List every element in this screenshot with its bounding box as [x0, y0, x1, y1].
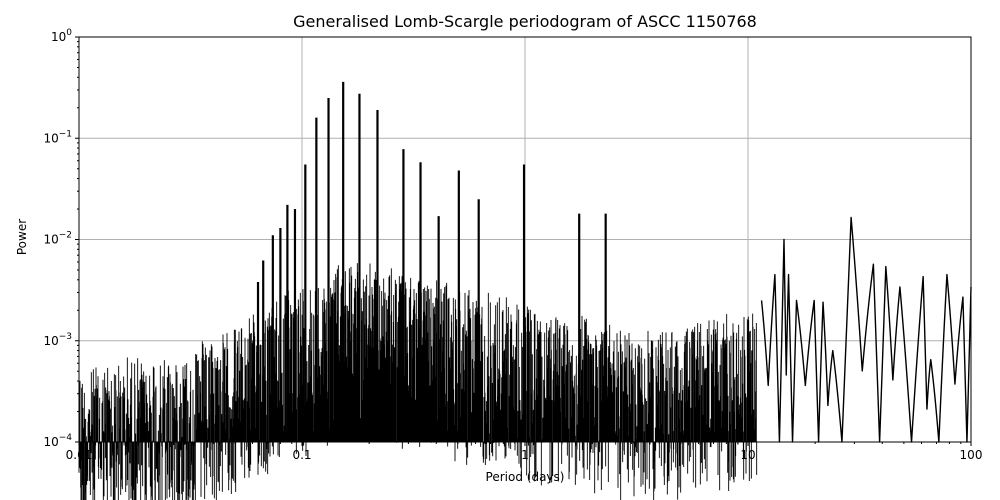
y-tick-label: 10−4 — [43, 433, 72, 449]
y-tick-label: 10−1 — [43, 129, 72, 145]
y-tick-label: 100 — [51, 28, 72, 44]
x-tick-label: 0.01 — [66, 448, 93, 462]
axis-ticks: 0.01 0.1 1 10 100 10−4 10−3 10−2 10−1 100 — [43, 28, 982, 462]
y-tick-label: 10−3 — [43, 332, 72, 348]
chart-title: Generalised Lomb-Scargle periodogram of … — [293, 12, 757, 31]
x-axis-label: Period (days) — [485, 470, 565, 484]
x-tick-label: 1 — [521, 448, 529, 462]
x-tick-label: 0.1 — [292, 448, 311, 462]
x-tick-label: 10 — [740, 448, 755, 462]
power-curve — [78, 81, 972, 500]
y-tick-label: 10−2 — [43, 231, 72, 247]
x-tick-label: 100 — [960, 448, 983, 462]
